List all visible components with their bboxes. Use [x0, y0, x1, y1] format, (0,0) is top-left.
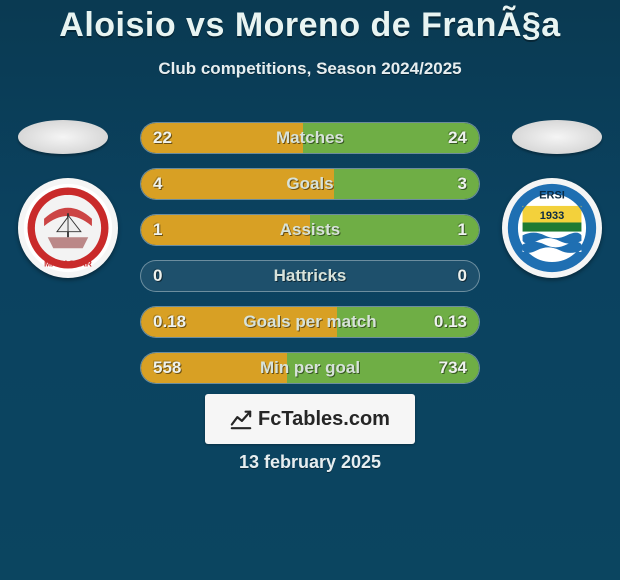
stat-row: 558 734 Min per goal: [140, 352, 480, 384]
stat-row: 22 24 Matches: [140, 122, 480, 154]
stat-row: 0 0 Hattricks: [140, 260, 480, 292]
left-club-badge: MAKASSAR PSM: [18, 178, 118, 278]
stat-value-right: 1: [458, 215, 467, 245]
stats-panel: 22 24 Matches 4 3 Goals 1 1 Assists 0 0 Hattricks 0.…: [140, 122, 480, 384]
persib-text: ERSI: [539, 190, 565, 202]
stat-value-right: 0: [458, 261, 467, 291]
brand-badge[interactable]: FcTables.com: [205, 394, 415, 444]
stat-row: 4 3 Goals: [140, 168, 480, 200]
persib-year: 1933: [540, 210, 565, 222]
svg-text:MAKASSAR: MAKASSAR: [44, 260, 92, 269]
page-title: Aloisio vs Moreno de FranÃ§a: [0, 6, 620, 45]
brand-text: FcTables.com: [258, 408, 390, 431]
stat-value-left: 1: [153, 215, 162, 245]
stat-value-right: 0.13: [434, 307, 467, 337]
svg-text:PSM: PSM: [59, 188, 77, 197]
right-club-badge: ERSI 1933: [502, 178, 602, 278]
content: Aloisio vs Moreno de FranÃ§a Club compet…: [0, 0, 620, 580]
chart-icon: [230, 408, 252, 430]
stat-label: Matches: [276, 128, 344, 148]
persib-badge-icon: ERSI 1933: [506, 182, 598, 274]
stat-label: Min per goal: [260, 358, 360, 378]
subtitle: Club competitions, Season 2024/2025: [0, 59, 620, 79]
stat-value-left: 22: [153, 123, 172, 153]
psm-badge-icon: MAKASSAR PSM: [22, 182, 114, 274]
stat-label: Goals: [286, 174, 333, 194]
stat-value-right: 3: [458, 169, 467, 199]
stat-value-left: 0.18: [153, 307, 186, 337]
date-text: 13 february 2025: [0, 452, 620, 473]
stat-value-left: 4: [153, 169, 162, 199]
stat-value-right: 24: [448, 123, 467, 153]
stat-row: 1 1 Assists: [140, 214, 480, 246]
stat-value-right: 734: [439, 353, 467, 383]
stat-row: 0.18 0.13 Goals per match: [140, 306, 480, 338]
stat-label: Assists: [280, 220, 340, 240]
left-flag: [18, 120, 108, 154]
stat-label: Hattricks: [274, 266, 347, 286]
right-flag: [512, 120, 602, 154]
stat-value-left: 558: [153, 353, 181, 383]
stat-value-left: 0: [153, 261, 162, 291]
stat-label: Goals per match: [243, 312, 376, 332]
